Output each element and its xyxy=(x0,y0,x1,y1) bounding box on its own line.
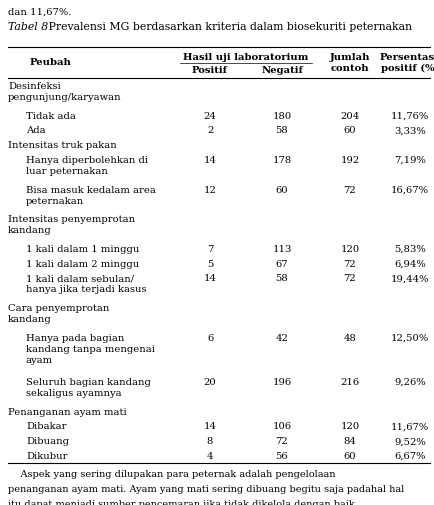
Text: Prevalensi MG berdasarkan kriteria dalam biosekuriti peternakan: Prevalensi MG berdasarkan kriteria dalam… xyxy=(45,22,412,32)
Text: 9,26%: 9,26% xyxy=(394,377,426,386)
Text: 9,52%: 9,52% xyxy=(394,436,426,445)
Text: Tabel 8: Tabel 8 xyxy=(8,22,48,32)
Text: Intensitas penyemprotan
kandang: Intensitas penyemprotan kandang xyxy=(8,215,135,235)
Text: 1 kali dalam 2 minggu: 1 kali dalam 2 minggu xyxy=(26,259,139,268)
Text: 5,83%: 5,83% xyxy=(394,244,426,254)
Text: Ada: Ada xyxy=(26,126,46,135)
Text: 192: 192 xyxy=(340,156,360,165)
Text: 178: 178 xyxy=(273,156,292,165)
Text: 24: 24 xyxy=(204,112,217,120)
Text: 14: 14 xyxy=(204,422,217,431)
Text: 216: 216 xyxy=(340,377,359,386)
Text: 16,67%: 16,67% xyxy=(391,185,429,194)
Text: 2: 2 xyxy=(207,126,213,135)
Text: 58: 58 xyxy=(276,126,288,135)
Text: Positif: Positif xyxy=(192,66,228,75)
Text: 42: 42 xyxy=(276,333,289,342)
Text: 14: 14 xyxy=(204,156,217,165)
Text: dan 11,67%.: dan 11,67%. xyxy=(8,8,71,17)
Text: 14: 14 xyxy=(204,274,217,283)
Text: 120: 120 xyxy=(340,244,360,254)
Text: 120: 120 xyxy=(340,422,360,431)
Text: 72: 72 xyxy=(344,259,356,268)
Text: 60: 60 xyxy=(344,451,356,460)
Text: Cara penyemprotan
kandang: Cara penyemprotan kandang xyxy=(8,304,109,324)
Text: 11,67%: 11,67% xyxy=(391,422,429,431)
Text: Seluruh bagian kandang
sekaligus ayamnya: Seluruh bagian kandang sekaligus ayamnya xyxy=(26,377,151,397)
Text: Hasil uji laboratorium: Hasil uji laboratorium xyxy=(183,53,309,62)
Text: 106: 106 xyxy=(273,422,292,431)
Text: Hanya diperbolehkan di
luar peternakan: Hanya diperbolehkan di luar peternakan xyxy=(26,156,148,176)
Text: 48: 48 xyxy=(344,333,356,342)
Text: itu dapat menjadi sumber pencemaran jika tidak dikelola dengan baik.: itu dapat menjadi sumber pencemaran jika… xyxy=(8,499,358,505)
Text: 1 kali dalam sebulan/
hanya jika terjadi kasus: 1 kali dalam sebulan/ hanya jika terjadi… xyxy=(26,274,147,294)
Text: 1 kali dalam 1 minggu: 1 kali dalam 1 minggu xyxy=(26,244,139,254)
Text: 5: 5 xyxy=(207,259,213,268)
Text: 56: 56 xyxy=(276,451,288,460)
Text: 60: 60 xyxy=(276,185,288,194)
Text: Bisa masuk kedalam area
peternakan: Bisa masuk kedalam area peternakan xyxy=(26,185,156,206)
Text: Aspek yang sering dilupakan para peternak adalah pengelolaan: Aspek yang sering dilupakan para peterna… xyxy=(8,469,335,478)
Text: 20: 20 xyxy=(204,377,217,386)
Text: 204: 204 xyxy=(340,112,360,120)
Text: Jumlah
contoh: Jumlah contoh xyxy=(330,53,370,73)
Text: 8: 8 xyxy=(207,436,213,445)
Text: 72: 72 xyxy=(344,185,356,194)
Text: Peubah: Peubah xyxy=(29,59,71,67)
Text: 60: 60 xyxy=(344,126,356,135)
Text: 196: 196 xyxy=(273,377,292,386)
Text: 7,19%: 7,19% xyxy=(394,156,426,165)
Text: Penanganan ayam mati: Penanganan ayam mati xyxy=(8,407,127,416)
Text: Dikubur: Dikubur xyxy=(26,451,68,460)
Text: 6: 6 xyxy=(207,333,213,342)
Text: 72: 72 xyxy=(344,274,356,283)
Text: 4: 4 xyxy=(207,451,213,460)
Text: 19,44%: 19,44% xyxy=(391,274,429,283)
Text: penanganan ayam mati. Ayam yang mati sering dibuang begitu saja padahal hal: penanganan ayam mati. Ayam yang mati ser… xyxy=(8,484,404,493)
Text: 6,94%: 6,94% xyxy=(394,259,426,268)
Text: 12: 12 xyxy=(204,185,217,194)
Text: Negatif: Negatif xyxy=(261,66,303,75)
Text: Persentase
positif (%): Persentase positif (%) xyxy=(379,53,434,73)
Text: 67: 67 xyxy=(276,259,288,268)
Text: Desinfeksi
pengunjung/karyawan: Desinfeksi pengunjung/karyawan xyxy=(8,82,122,102)
Text: Tidak ada: Tidak ada xyxy=(26,112,76,120)
Text: 180: 180 xyxy=(273,112,292,120)
Text: 58: 58 xyxy=(276,274,288,283)
Text: 72: 72 xyxy=(276,436,288,445)
Text: 12,50%: 12,50% xyxy=(391,333,429,342)
Text: Dibakar: Dibakar xyxy=(26,422,66,431)
Text: Hanya pada bagian
kandang tanpa mengenai
ayam: Hanya pada bagian kandang tanpa mengenai… xyxy=(26,333,155,364)
Text: 11,76%: 11,76% xyxy=(391,112,429,120)
Text: 7: 7 xyxy=(207,244,213,254)
Text: 113: 113 xyxy=(272,244,292,254)
Text: 84: 84 xyxy=(344,436,356,445)
Text: 3,33%: 3,33% xyxy=(394,126,426,135)
Text: 6,67%: 6,67% xyxy=(394,451,426,460)
Text: Intensitas truk pakan: Intensitas truk pakan xyxy=(8,141,117,150)
Text: Dibuang: Dibuang xyxy=(26,436,69,445)
